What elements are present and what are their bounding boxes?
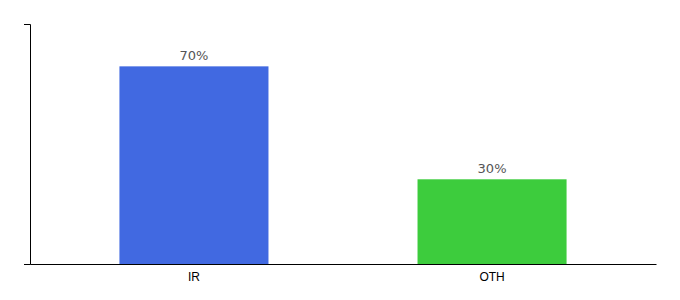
bars bbox=[119, 66, 566, 264]
x-tick-label: OTH bbox=[479, 270, 504, 284]
y-axis-line bbox=[24, 25, 31, 265]
x-tick-label: IR bbox=[188, 270, 200, 284]
data-labels: 70% 30% bbox=[179, 48, 506, 176]
x-axis: IR OTH bbox=[31, 265, 657, 284]
data-label: 70% bbox=[179, 48, 208, 63]
x-tick: IR bbox=[188, 270, 200, 284]
bar bbox=[119, 66, 268, 264]
y-axis bbox=[24, 25, 31, 265]
x-tick: OTH bbox=[479, 270, 504, 284]
chart: IR OTH 70% 30% bbox=[0, 0, 680, 300]
x-axis-line bbox=[31, 264, 657, 265]
data-label: 30% bbox=[478, 161, 507, 176]
bar bbox=[418, 179, 567, 264]
plot: IR OTH 70% 30% bbox=[24, 25, 657, 284]
